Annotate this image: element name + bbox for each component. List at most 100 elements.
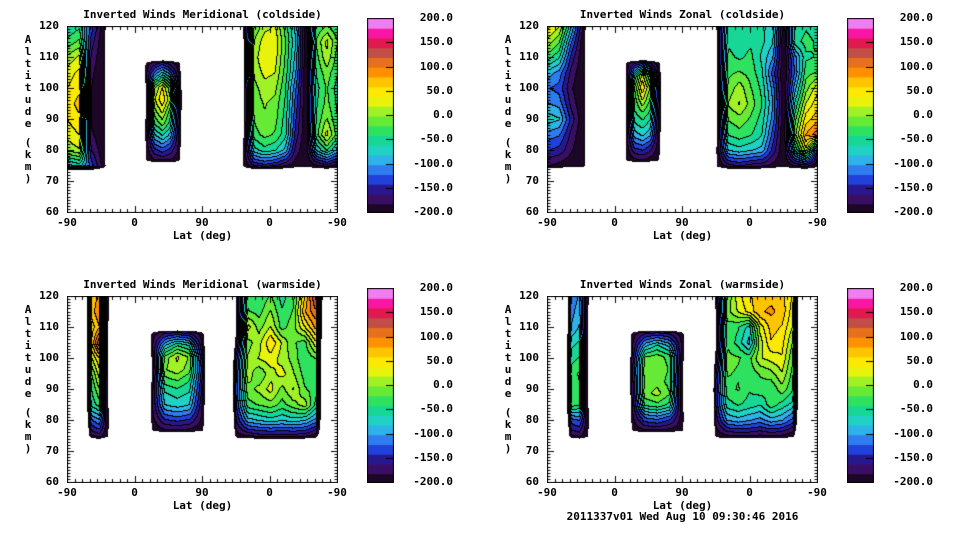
colorbar-tick-label: -100.0: [413, 156, 453, 170]
plot-title: Inverted Winds Meridional (warmside): [83, 278, 322, 291]
x-tick-label: 90: [195, 486, 209, 499]
y-axis-title-char: (: [24, 136, 32, 149]
y-axis-title-char: d: [24, 105, 32, 118]
x-tick-label: 90: [675, 486, 689, 499]
y-axis-title-char: d: [24, 375, 32, 388]
x-tick-label: -90: [57, 486, 77, 499]
y-axis-title-char: A: [24, 33, 32, 46]
y-axis-title-char: m: [24, 160, 32, 173]
colorbar: [847, 18, 874, 213]
y-axis-title-char: t: [24, 351, 32, 364]
y-axis-title-char: t: [24, 57, 32, 70]
y-tick-label: 120: [39, 289, 59, 302]
y-tick-label: 100: [519, 81, 539, 94]
y-tick-label: 80: [45, 413, 59, 426]
y-axis-title-char: t: [24, 327, 32, 340]
y-axis-title-char: i: [24, 339, 32, 352]
colorbar-tick-label: 100.0: [419, 59, 453, 73]
colorbar-tick-label: -150.0: [893, 450, 933, 464]
y-tick-label: 80: [525, 143, 539, 156]
contour-plot-canvas: [67, 26, 338, 213]
y-axis-title-char: t: [504, 81, 512, 94]
y-tick-label: 90: [45, 382, 59, 395]
y-axis-title-char: d: [504, 105, 512, 118]
x-tick-label: -90: [327, 216, 347, 229]
y-tick-label: 90: [525, 112, 539, 125]
colorbar-tick-label: -200.0: [413, 205, 453, 218]
y-tick-label: 70: [525, 444, 539, 457]
x-tick-label: -90: [537, 486, 557, 499]
colorbar-tick-label: -100.0: [893, 426, 933, 440]
y-axis-ticks: 120 110 100 90 80 70 60: [25, 20, 59, 218]
y-axis-title-char: k: [504, 418, 512, 431]
y-tick-label: 60: [525, 205, 539, 218]
x-tick-label: -90: [57, 216, 77, 229]
x-axis-ticks: -90 0 90 0 -90: [537, 486, 827, 499]
y-tick-label: 100: [519, 351, 539, 364]
colorbar-tick-label: -150.0: [413, 450, 453, 464]
y-tick-label: 70: [45, 174, 59, 187]
y-axis-title-char: e: [24, 117, 32, 130]
y-axis-title-char: m: [504, 160, 512, 173]
colorbar-labels: 200.0 150.0 100.0 50.0 0.0 -50.0 -100.0 -150.0 -…: [397, 282, 454, 488]
y-tick-label: 60: [45, 475, 59, 488]
x-axis-ticks: -90 0 90 0 -90: [57, 217, 347, 229]
y-tick-label: 120: [39, 19, 59, 32]
colorbar-tick-label: -50.0: [419, 132, 453, 146]
y-tick-label: 100: [39, 81, 59, 94]
colorbar-labels: 200.0 150.0 100.0 50.0 0.0 -50.0 -100.0 -150.0 -…: [877, 282, 933, 488]
plot-title: Inverted Winds Zonal (coldside): [579, 8, 786, 21]
colorbar-tick-label: -100.0: [893, 156, 933, 170]
y-tick-label: 90: [45, 112, 59, 125]
x-tick-label: 90: [675, 216, 689, 229]
x-tick-label: 0: [746, 216, 753, 229]
colorbar-tick-label: 50.0: [426, 353, 454, 367]
x-axis-title: Lat (deg): [652, 229, 713, 242]
y-axis-title-char: m: [24, 430, 32, 443]
colorbar: [367, 18, 394, 213]
y-axis-title-char: t: [504, 351, 512, 364]
x-tick-label: -90: [327, 486, 347, 499]
x-tick-label: -90: [807, 216, 827, 229]
colorbar-tick-label: -150.0: [893, 180, 933, 194]
colorbar-labels: 200.0 150.0 100.0 50.0 0.0 -50.0 -100.0 -150.0 -…: [397, 12, 453, 218]
y-tick-label: 100: [39, 351, 59, 364]
y-axis-ticks: 120 110 100 90 80 70 60: [505, 20, 539, 218]
y-axis-title-char: (: [24, 406, 32, 419]
colorbar-tick-label: 0.0: [433, 108, 453, 121]
y-axis-ticks: 120 110 100 90 80 70 60: [505, 290, 539, 488]
colorbar-tick-label: 50.0: [906, 83, 934, 97]
x-tick-label: 0: [746, 486, 753, 499]
y-axis-title-char: ): [504, 172, 512, 185]
y-axis-title-char: t: [504, 327, 512, 340]
colorbar-tick-label: 150.0: [899, 305, 933, 319]
y-tick-label: 120: [519, 19, 539, 32]
y-axis-ticks: 120 110 100 90 80 70 60: [25, 290, 59, 488]
x-tick-label: -90: [537, 216, 557, 229]
colorbar-tick-label: -50.0: [899, 132, 933, 146]
y-axis-title-char: A: [24, 303, 32, 316]
y-axis-title-char: u: [504, 363, 512, 376]
x-axis-title: Lat (deg): [652, 499, 713, 512]
x-axis-ticks: -90 0 90 0 -90: [57, 486, 347, 499]
colorbar-tick-label: 200.0: [419, 281, 453, 294]
contour-plot-canvas: [547, 296, 818, 483]
colorbar-labels: 200.0 150.0 100.0 50.0 0.0 -50.0 -100.0 -150.0 -…: [877, 12, 934, 218]
y-axis-title-char: e: [24, 387, 32, 400]
y-axis-title-char: l: [24, 315, 32, 328]
y-axis-title-char: l: [504, 45, 512, 58]
colorbar-tick-label: 100.0: [419, 329, 453, 343]
colorbar: [847, 288, 874, 483]
y-tick-label: 110: [519, 50, 539, 63]
y-axis-title-char: u: [24, 93, 32, 106]
y-tick-label: 110: [39, 50, 59, 63]
y-tick-label: 60: [45, 205, 59, 218]
colorbar: [367, 288, 394, 483]
colorbar-tick-label: 200.0: [899, 11, 933, 24]
x-tick-label: 0: [611, 216, 618, 229]
y-axis-title-char: A: [504, 303, 512, 316]
y-axis-title-char: i: [24, 69, 32, 82]
colorbar-tick-label: -200.0: [893, 205, 933, 218]
